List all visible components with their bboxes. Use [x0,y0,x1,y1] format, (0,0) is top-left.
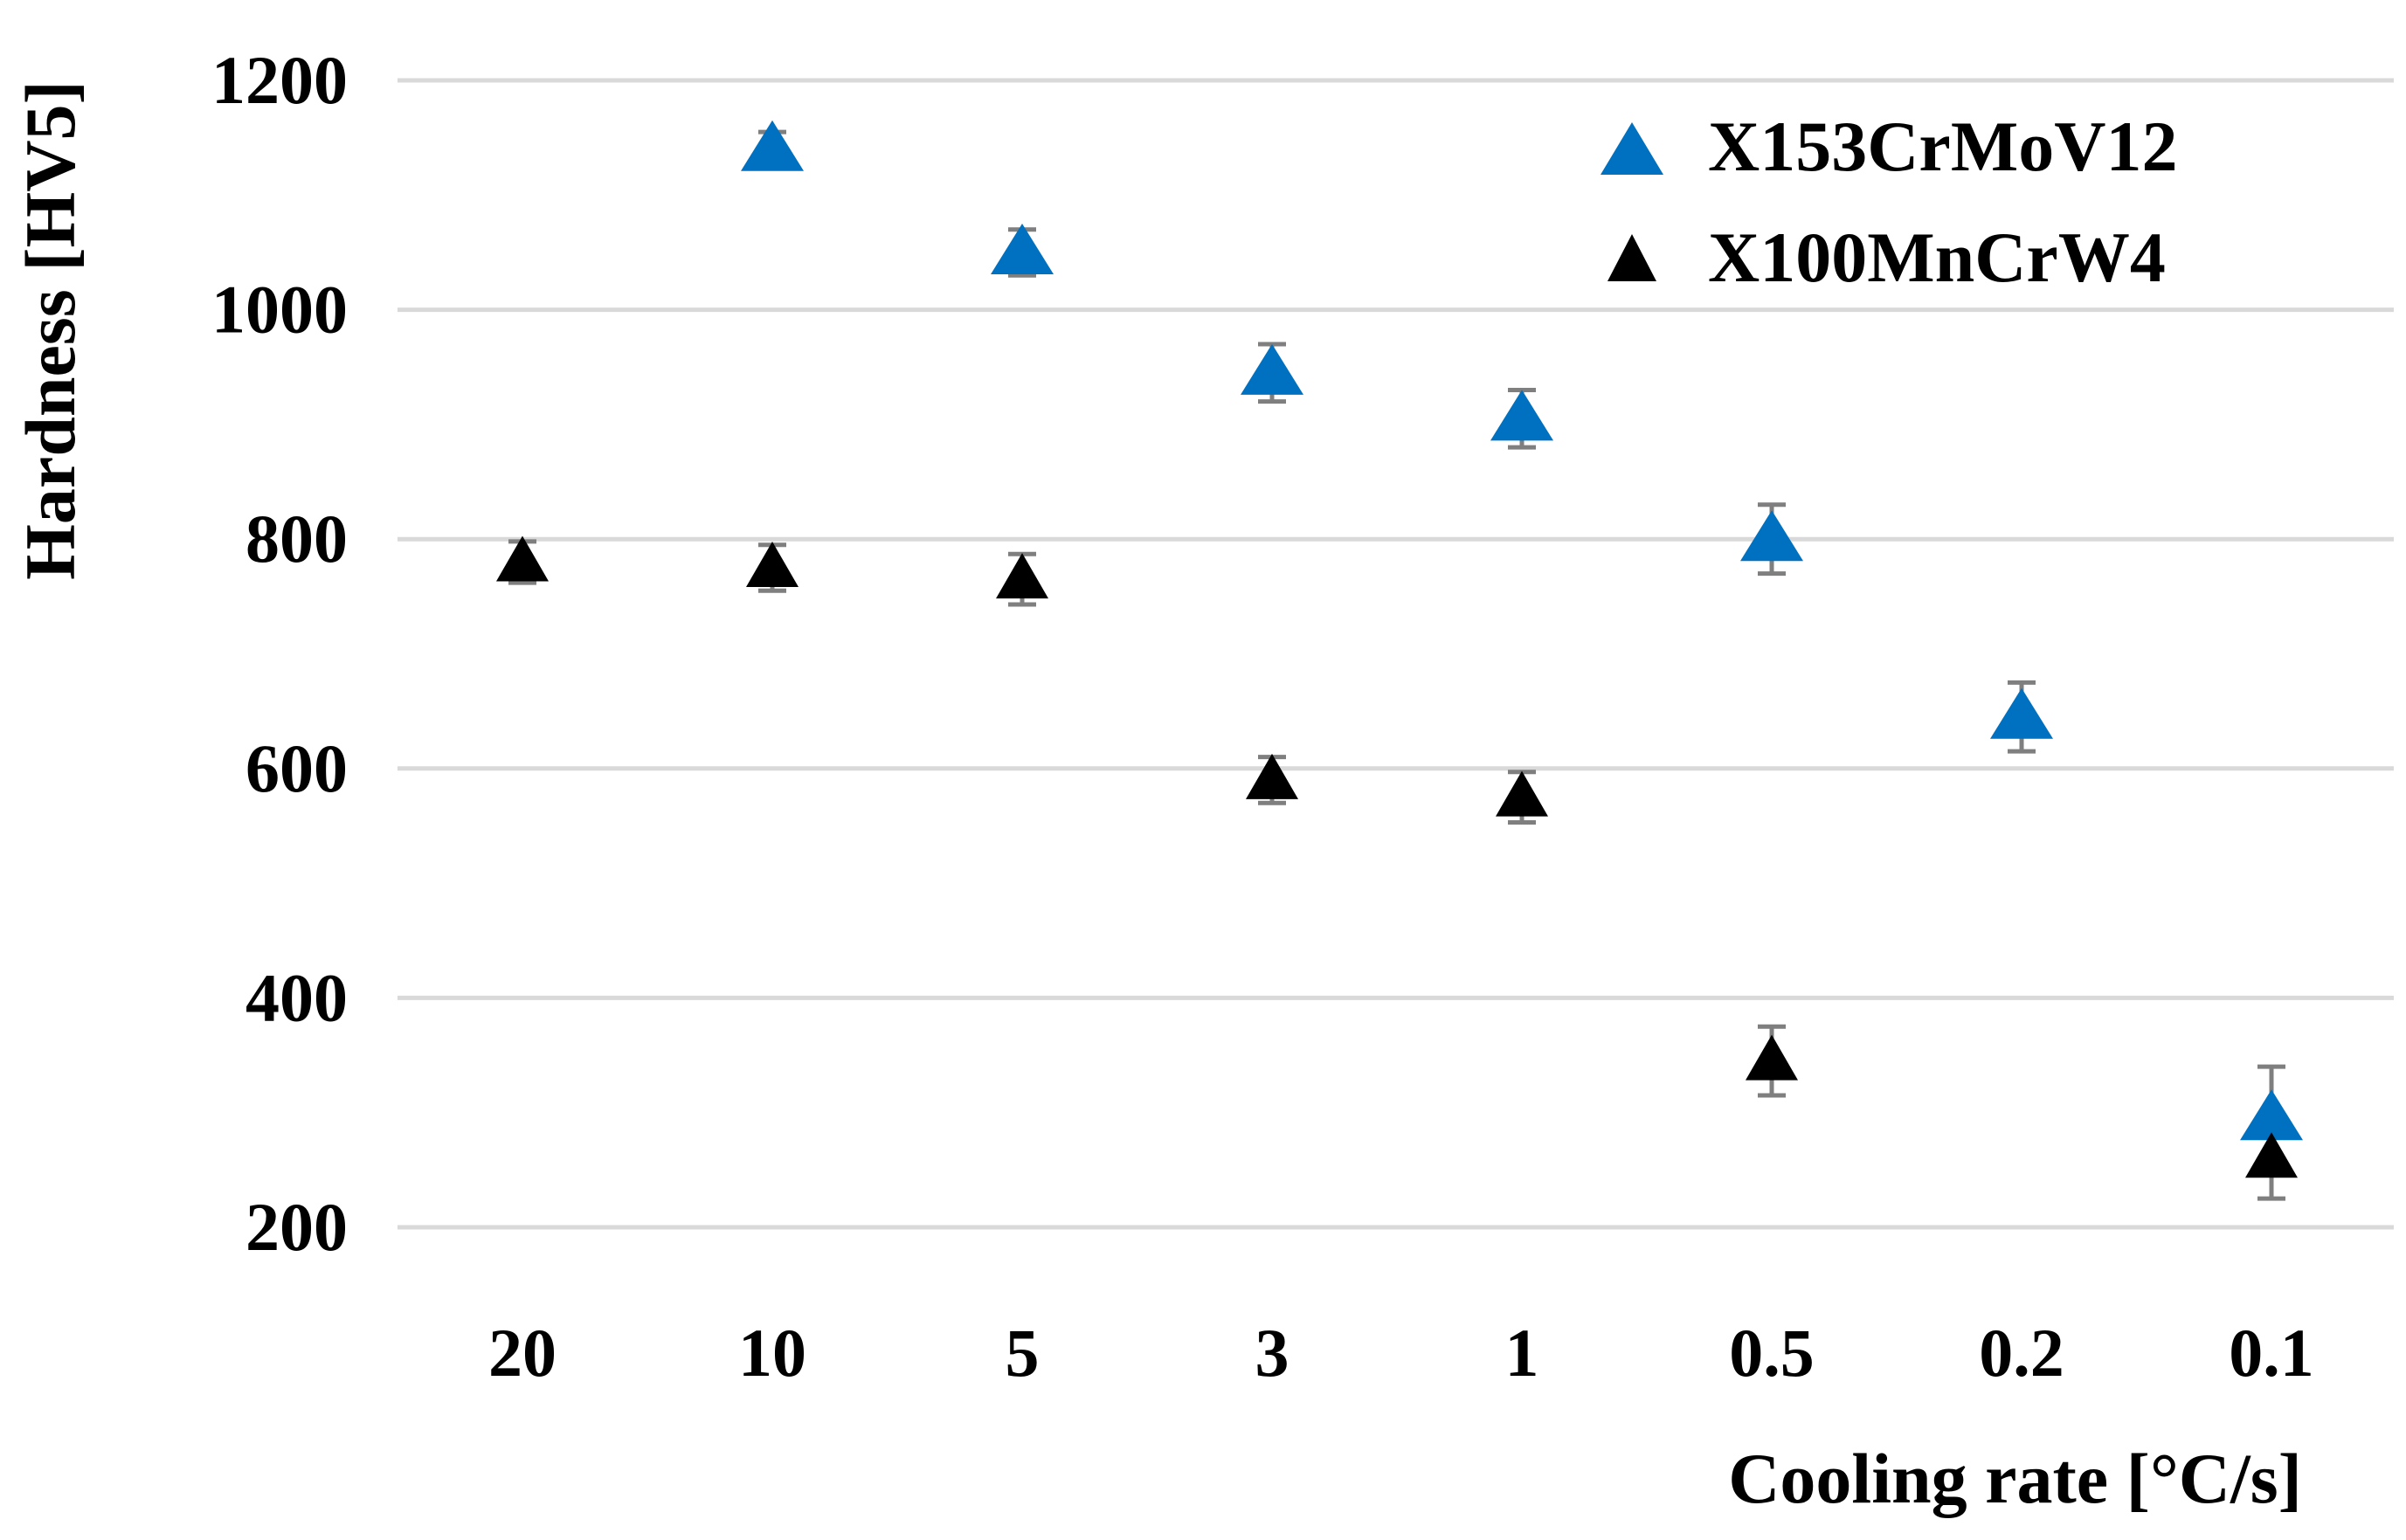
x-tick-label: 3 [1255,1315,1289,1391]
legend: X153CrMoV12 X100MnCrW4 [1601,107,2177,297]
data-point-x100mncrw4 [2245,1132,2298,1178]
data-point-x153crmov12 [1990,687,2053,739]
y-axis-tick-labels: 200 400 600 800 1000 1200 [211,42,348,1265]
y-tick-label: 800 [245,501,348,577]
y-tick-label: 1000 [211,272,348,348]
x-tick-label: 20 [488,1315,557,1391]
x-tick-label: 0.5 [1729,1315,1815,1391]
data-point-x100mncrw4 [496,535,549,582]
x-tick-label: 0.1 [2229,1315,2314,1391]
y-axis-title: Hardness [HV5] [10,80,90,580]
x-tick-label: 1 [1505,1315,1539,1391]
y-tick-label: 400 [245,959,348,1035]
data-point-x153crmov12 [1241,343,1303,395]
x-tick-label: 10 [738,1315,806,1391]
data-point-x153crmov12 [991,223,1054,274]
gridlines [398,78,2394,1230]
data-point-x153crmov12 [2240,1089,2303,1141]
legend-marker-x100mncrw4 [1607,234,1656,281]
legend-marker-x153crmov12 [1601,122,1663,175]
legend-label-x100mncrw4: X100MnCrW4 [1708,218,2166,297]
data-point-x153crmov12 [1740,510,1803,562]
data-point-x100mncrw4 [746,542,799,588]
data-point-x153crmov12 [741,120,804,171]
y-tick-label: 1200 [211,42,348,118]
legend-label-x153crmov12: X153CrMoV12 [1708,107,2177,186]
x-axis-tick-labels: 20 10 5 3 1 0.5 0.2 0.1 [488,1315,2314,1391]
data-point-x100mncrw4 [1746,1034,1798,1081]
data-point-x153crmov12 [1490,390,1553,441]
x-tick-label: 5 [1006,1315,1040,1391]
x-tick-label: 0.2 [1979,1315,2064,1391]
y-tick-label: 600 [245,730,348,806]
data-point-x100mncrw4 [996,553,1048,599]
data-point-x100mncrw4 [1246,753,1298,799]
y-tick-label: 200 [245,1189,348,1265]
data-points [496,120,2303,1178]
data-point-x100mncrw4 [1496,770,1548,817]
x-axis-title: Cooling rate [°C/s] [1728,1439,2302,1518]
